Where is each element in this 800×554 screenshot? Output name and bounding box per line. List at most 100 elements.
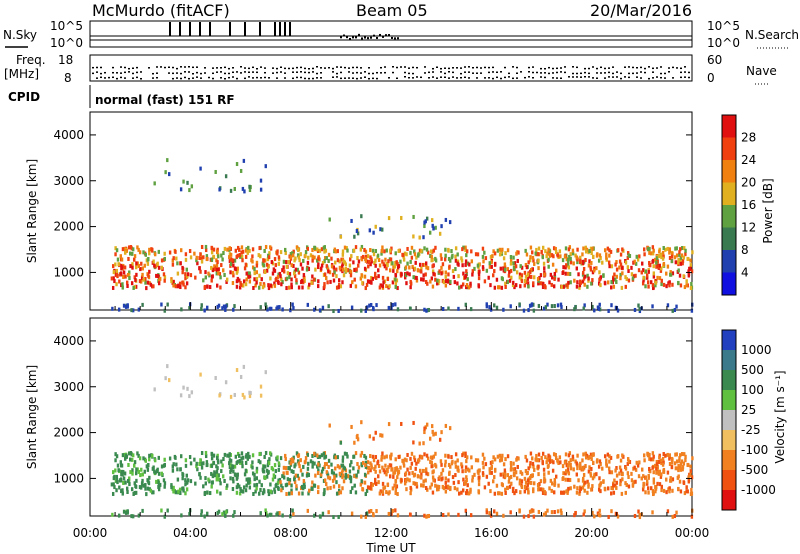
power-cell [512,280,515,285]
freq-point [408,67,410,69]
velocity-cell [614,511,618,516]
velocity-cell [385,472,388,477]
power-cell [340,264,344,269]
power-cell [313,277,316,282]
power-cell [259,254,262,259]
power-cell [254,283,257,288]
velocity-cell [287,466,290,471]
freq-point [252,66,254,69]
power-cell [482,259,485,264]
power-cell [320,263,324,268]
velocity-cell [418,441,421,446]
velocity-cell [331,478,335,483]
power-cell [530,274,533,279]
power-cell [431,284,435,289]
freq-point [600,72,602,74]
freq-point [320,77,322,79]
freq-point [136,76,138,79]
power-cell [154,252,157,257]
velocity-cell [263,489,266,494]
power-cell [582,306,585,311]
velocity-cell [426,456,430,461]
power-cell [591,278,594,283]
y-tick-label: 1000 [53,471,84,485]
velocity-cell [122,476,126,481]
freq-point [376,77,378,80]
velocity-cell [632,466,635,471]
colorbar-swatch [722,272,736,295]
freq-point [264,71,266,74]
velocity-cell [119,477,123,482]
power-cell [599,275,603,280]
power-cell [248,274,252,279]
velocity-cell [114,458,117,463]
power-cell [113,279,116,284]
velocity-cell [325,462,328,467]
velocity-cell [350,460,353,465]
power-cell [396,307,400,312]
freq-point [452,76,454,78]
power-cell [418,262,422,267]
velocity-cell [464,479,468,484]
power-cell [444,270,447,275]
velocity-cell [328,476,332,481]
power-cell [662,246,665,251]
velocity-cell [394,508,397,513]
velocity-cell [290,491,293,496]
velocity-cell [343,451,347,456]
velocity-cell [383,485,387,490]
velocity-cell [658,482,662,487]
power-cell [438,269,441,274]
power-cell [203,284,207,289]
power-cell [160,302,163,307]
velocity-cell [646,453,650,458]
velocity-cell [444,453,447,458]
power-cell [597,306,601,311]
power-cell [134,284,138,289]
power-cell [452,274,456,279]
power-cell [310,280,313,285]
power-cell [160,265,163,270]
power-cell [235,162,239,167]
power-cell [350,305,354,310]
power-cell [412,275,415,280]
power-cell [121,282,124,287]
power-cell [566,261,570,266]
velocity-cell [366,485,370,490]
velocity-cell [469,489,472,494]
power-cell [386,263,389,268]
power-cell [588,259,591,264]
nsky-point [391,36,393,39]
power-cell [404,273,408,278]
velocity-cell [587,482,590,487]
power-cell [184,257,188,262]
freq-point [516,66,518,69]
power-cell [243,266,247,271]
power-cell [532,281,535,286]
velocity-cell [321,511,325,516]
power-cell [115,268,119,273]
velocity-cell [267,492,271,497]
power-cell [572,261,575,266]
velocity-cell [586,479,589,484]
power-cell [469,307,473,312]
power-cell [394,273,398,278]
power-cell [513,261,517,266]
power-cell [349,273,353,278]
velocity-cell [160,508,163,513]
power-cell [690,308,694,313]
velocity-cell [669,476,672,481]
velocity-cell [444,459,447,464]
velocity-cell [648,452,651,457]
velocity-cell [542,467,546,472]
power-cell [259,281,262,286]
velocity-cell [664,453,667,458]
velocity-cell [502,474,506,479]
power-cell [281,307,284,312]
velocity-cell [243,395,246,400]
velocity-cell [456,465,460,470]
velocity-cell [253,472,256,477]
power-cell [282,269,286,274]
freq-point [476,66,478,69]
velocity-cell [473,472,476,477]
